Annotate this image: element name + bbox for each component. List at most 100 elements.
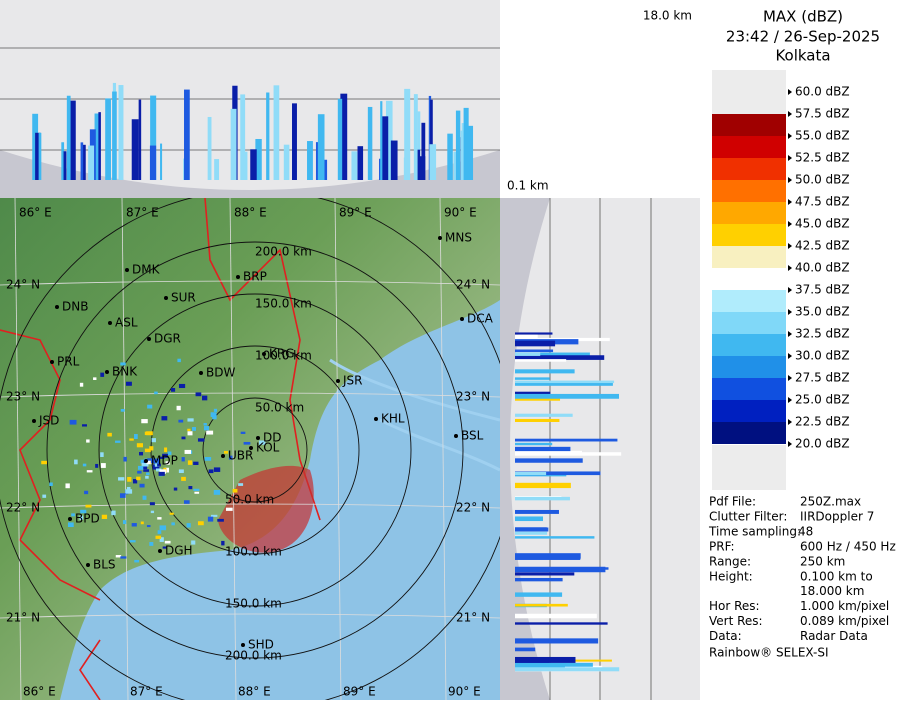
section-echo bbox=[515, 527, 547, 531]
echo bbox=[146, 472, 150, 476]
legend-swatch bbox=[712, 400, 786, 422]
city-dot bbox=[262, 352, 266, 356]
echo bbox=[141, 419, 148, 424]
echo bbox=[155, 535, 162, 539]
info-key: Vert Res: bbox=[709, 614, 763, 628]
echo bbox=[193, 488, 200, 491]
map: 86° E 86° E 87° E 87° E 88° E 88° E 89° E 89° E… bbox=[0, 198, 500, 700]
legend-swatch bbox=[712, 246, 786, 268]
echo bbox=[137, 465, 144, 470]
echo bbox=[120, 362, 126, 366]
info: Pdf File: 250Z.max Clutter Filter: IIRDoppl… bbox=[708, 495, 896, 644]
echo bbox=[125, 381, 132, 386]
info-value: 48 bbox=[798, 525, 813, 539]
section-echo bbox=[515, 473, 567, 477]
section-echo bbox=[429, 144, 437, 180]
city-dot bbox=[460, 317, 464, 321]
city-label: PRL bbox=[57, 355, 80, 369]
echo bbox=[191, 540, 196, 545]
echo bbox=[147, 404, 153, 409]
city-dot bbox=[221, 454, 225, 458]
section-echo bbox=[138, 99, 142, 180]
legend-label: 45.0 dBZ bbox=[795, 217, 850, 231]
echo bbox=[127, 476, 132, 482]
echo bbox=[178, 383, 186, 389]
echo bbox=[159, 469, 166, 474]
city-label: DD bbox=[263, 431, 281, 445]
city-dot bbox=[249, 446, 253, 450]
station: Kolkata bbox=[775, 47, 830, 65]
section-echo bbox=[70, 100, 76, 180]
legend-underflow bbox=[712, 445, 786, 490]
section-echo bbox=[417, 149, 421, 180]
info-value: 250Z.max bbox=[800, 495, 861, 509]
info-value: 1.000 km/pixel bbox=[800, 599, 889, 613]
city-label: DGR bbox=[154, 332, 181, 346]
section-echo bbox=[515, 516, 544, 522]
echo bbox=[178, 469, 184, 474]
section-echo bbox=[515, 647, 536, 652]
section-echo bbox=[149, 145, 157, 180]
echo bbox=[49, 482, 53, 486]
echo bbox=[188, 486, 193, 490]
legend-label: 20.0 dBZ bbox=[795, 437, 850, 451]
echo bbox=[187, 431, 193, 436]
section-echo bbox=[463, 107, 469, 180]
echo bbox=[184, 449, 192, 454]
echo bbox=[42, 494, 47, 498]
echo bbox=[156, 468, 162, 472]
echo bbox=[228, 455, 233, 460]
section-echo bbox=[515, 349, 554, 353]
legend-label: 25.0 dBZ bbox=[795, 393, 850, 407]
echo bbox=[100, 452, 104, 457]
echo bbox=[153, 458, 161, 464]
legend-tick bbox=[788, 177, 792, 183]
echo bbox=[223, 450, 228, 454]
echo bbox=[181, 457, 185, 462]
echo bbox=[208, 469, 214, 474]
echo bbox=[41, 460, 47, 465]
city-label: MNS bbox=[445, 231, 472, 245]
section-echo bbox=[80, 142, 84, 180]
info-key: Pdf File: bbox=[709, 495, 756, 509]
section-echo bbox=[98, 112, 101, 180]
echo bbox=[150, 510, 155, 514]
section-echo bbox=[515, 359, 567, 362]
section-echo bbox=[214, 159, 220, 180]
legend-swatch bbox=[712, 158, 786, 180]
section-echo bbox=[515, 622, 608, 625]
echo bbox=[95, 463, 99, 468]
echo bbox=[149, 446, 154, 451]
section-echo bbox=[283, 144, 290, 180]
info-value: Radar Data bbox=[800, 629, 868, 643]
echo bbox=[221, 540, 225, 546]
echo bbox=[176, 405, 181, 411]
echo bbox=[142, 495, 147, 500]
parallel bbox=[0, 503, 500, 509]
section-echo bbox=[515, 382, 613, 386]
echo bbox=[243, 441, 251, 445]
city-label: BSL bbox=[461, 429, 484, 443]
echo bbox=[115, 440, 121, 443]
city-label: DMK bbox=[132, 263, 161, 277]
section-echo bbox=[447, 133, 453, 180]
echo bbox=[111, 510, 116, 516]
city-label: BDW bbox=[206, 366, 235, 380]
section-echo bbox=[515, 377, 550, 380]
info-key: Time sampling: bbox=[708, 525, 801, 539]
meridian bbox=[229, 198, 237, 700]
city-dot bbox=[105, 370, 109, 374]
section-echo bbox=[94, 113, 100, 180]
echo bbox=[120, 556, 127, 559]
legend-tick bbox=[788, 441, 792, 447]
lon-label: 89° E bbox=[339, 206, 372, 220]
section-echo bbox=[515, 458, 583, 463]
echo bbox=[178, 419, 184, 423]
section-echo bbox=[515, 667, 620, 672]
legend-label: 57.5 dBZ bbox=[795, 107, 850, 121]
section-echo bbox=[322, 159, 328, 180]
info-value: 600 Hz / 450 Hz bbox=[800, 540, 896, 554]
echo bbox=[197, 521, 204, 526]
section-echo bbox=[340, 93, 348, 180]
echo bbox=[142, 466, 148, 470]
